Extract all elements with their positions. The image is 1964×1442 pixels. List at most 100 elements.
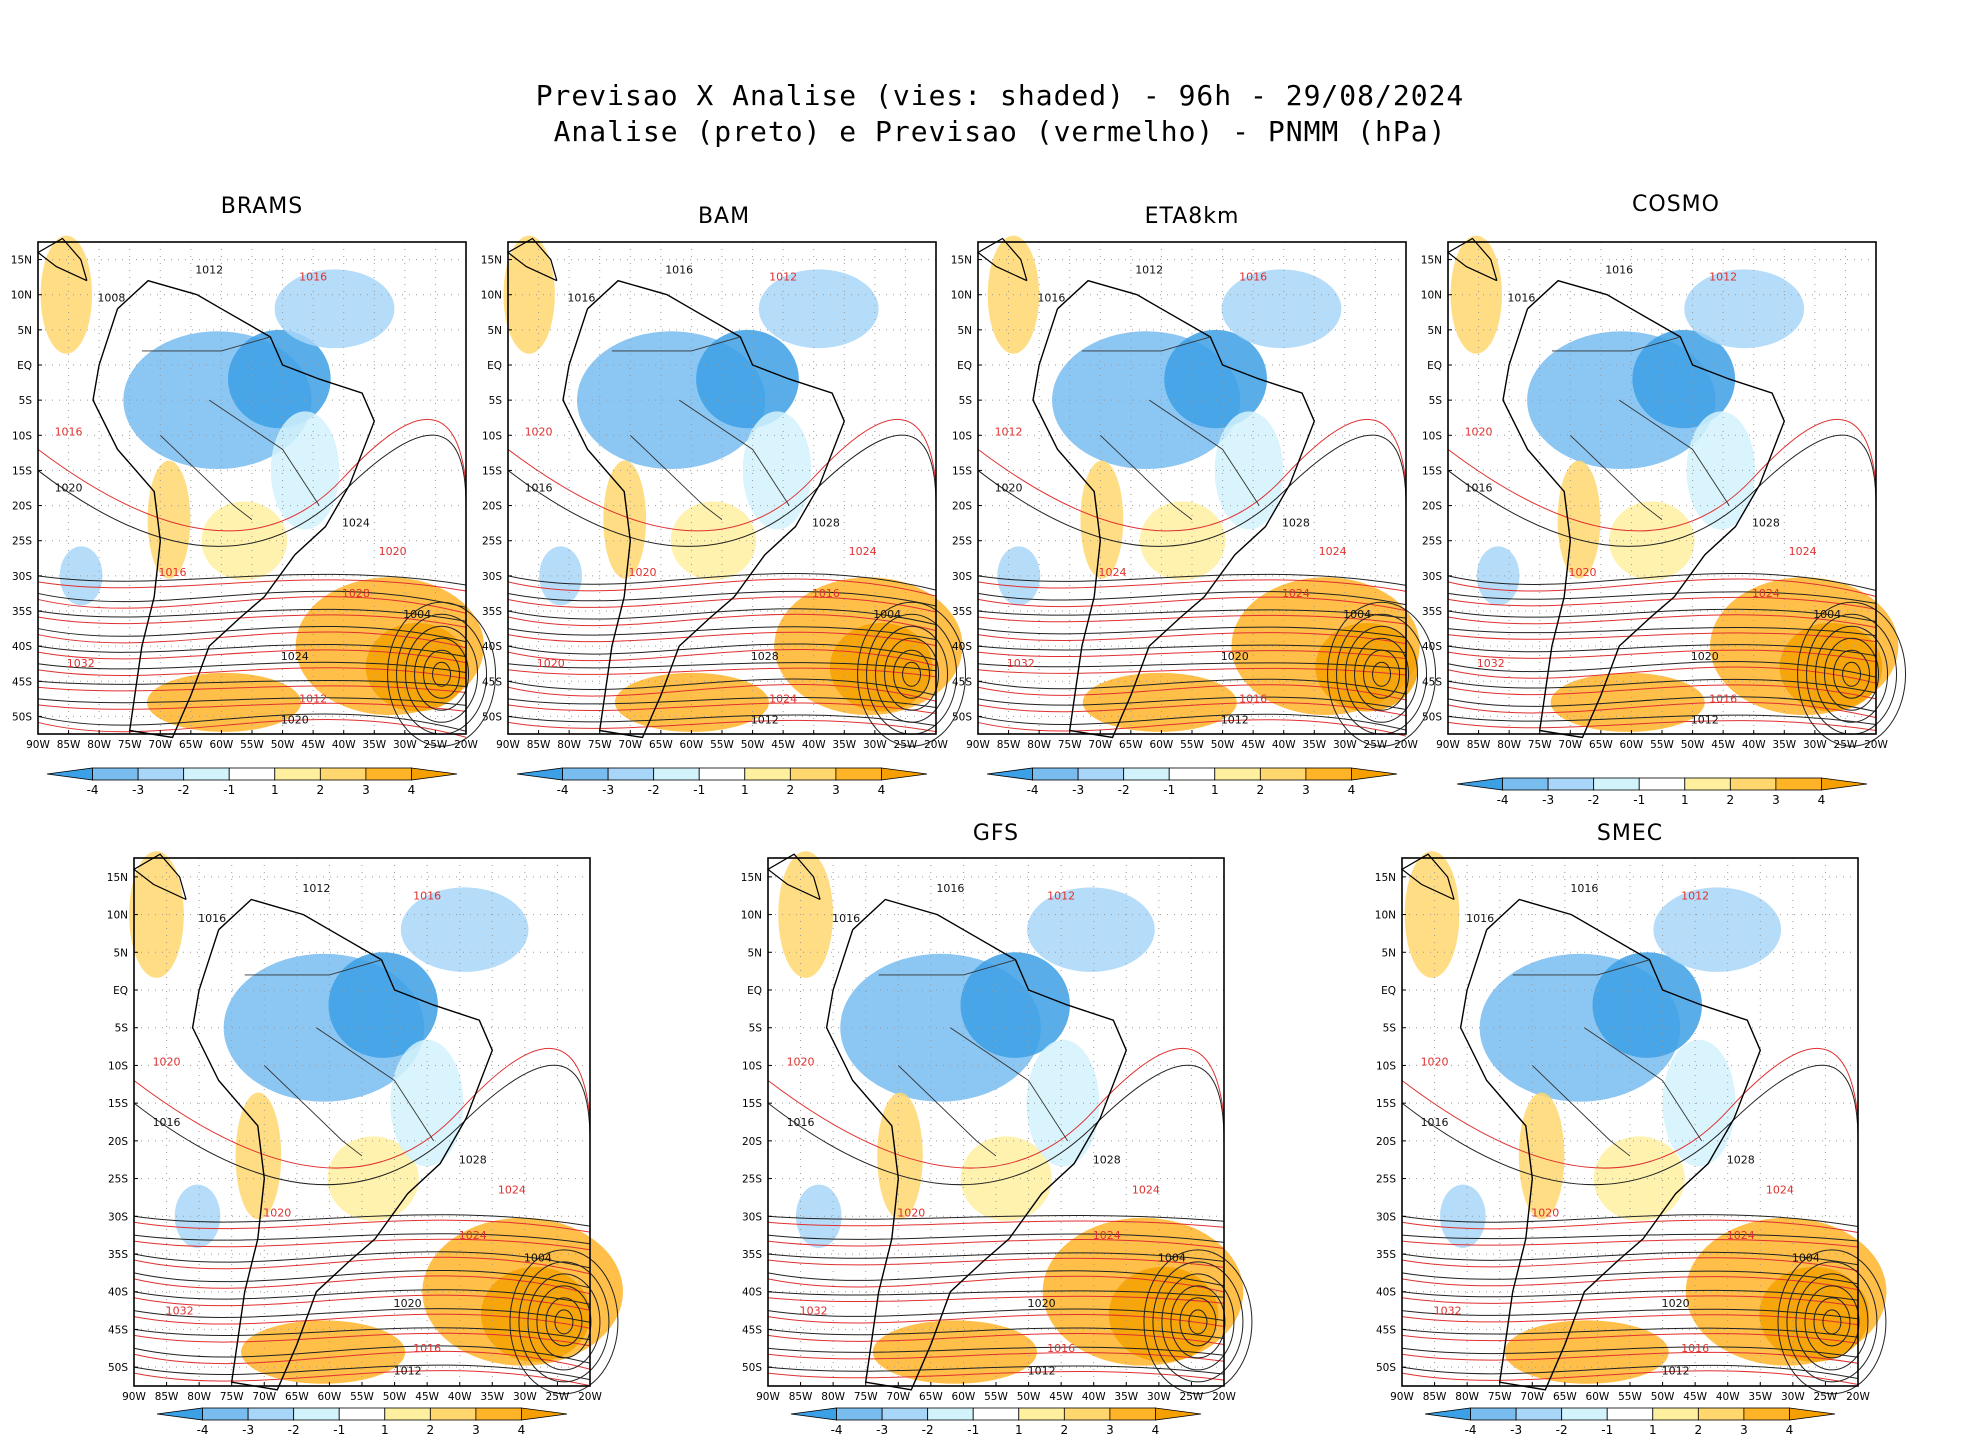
lon-tick-label: 85W <box>57 739 81 751</box>
bias-shading-area <box>997 546 1041 606</box>
coastline <box>1446 237 1498 282</box>
colorbar-swatch <box>607 767 655 781</box>
map-frame: 1016 1012 1016 1020 1016 1020 1028 1024 1004 1020… <box>481 235 967 751</box>
panel-title: BAM <box>697 204 751 229</box>
forecast-isobar <box>37 579 467 592</box>
lon-tick-label: 80W <box>1497 739 1521 751</box>
colorbar: -4 -3 -2 -1 1 2 3 4 <box>156 1407 568 1437</box>
isobar-label: 1028 <box>751 650 779 663</box>
colorbar-label: 1 <box>1681 793 1689 807</box>
analysis-isobar <box>37 679 467 687</box>
lat-tick-label: 15N <box>1421 255 1442 267</box>
lat-tick-label: EQ <box>487 360 502 372</box>
lat-tick-label: 25S <box>482 536 502 548</box>
bias-shading-area <box>795 1184 842 1248</box>
analysis-isobar <box>1345 625 1419 723</box>
analysis-isobar <box>507 662 937 672</box>
analysis-isobar <box>1372 661 1392 687</box>
lat-tick-label: 5S <box>115 1023 129 1035</box>
coastline <box>1459 898 1762 1391</box>
analysis-isobar <box>37 434 467 547</box>
lon-tick-label: 90W <box>756 1391 780 1403</box>
lat-tick-label: 30S <box>952 571 972 583</box>
analysis-isobar <box>875 625 949 723</box>
colorbar-swatch <box>836 1407 883 1421</box>
isobar-label: 1028 <box>1752 517 1780 530</box>
lat-tick-label: EQ <box>747 985 762 997</box>
lon-tick-label: 55W <box>1618 1391 1642 1403</box>
lon-tick-label: 90W <box>966 739 990 751</box>
map-frame: 1016 1012 1016 1020 1016 1020 1028 1024 1004 1032… <box>741 851 1253 1403</box>
analysis-isobar <box>518 1261 610 1383</box>
analysis-isobar <box>133 1064 591 1186</box>
colorbar-label: 2 <box>1695 1423 1703 1437</box>
lat-tick-label: 15S <box>1422 465 1442 477</box>
lat-tick-label: 30S <box>108 1211 128 1223</box>
isobar-label: 1016 <box>153 1116 181 1129</box>
lon-tick-label: 80W <box>1455 1391 1479 1403</box>
map-frame: 1016 1012 1016 1020 1016 1020 1028 1024 1004 1032… <box>1375 851 1887 1403</box>
forecast-isobar <box>767 1371 1225 1381</box>
colorbar-swatch <box>653 767 700 781</box>
colorbar-swatch <box>1470 1407 1517 1421</box>
lon-tick-label: 65W <box>919 1391 943 1403</box>
analysis-isobar <box>1170 1285 1226 1359</box>
lat-tick-label: 10S <box>1376 1060 1396 1072</box>
lat-tick-label: 15S <box>482 465 502 477</box>
lat-tick-label: 25S <box>1422 536 1442 548</box>
isobar-label: 1012 <box>1028 1365 1056 1378</box>
colorbar-label: 4 <box>1152 1423 1160 1437</box>
colorbar-swatch <box>1547 777 1595 791</box>
forecast-isobar <box>767 1220 1225 1228</box>
country-border <box>141 336 271 352</box>
analysis-isobar <box>545 1297 583 1347</box>
isobar-label: 1020 <box>995 482 1023 495</box>
lon-tick-label: 60W <box>680 739 704 751</box>
lon-tick-label: 20W <box>924 739 948 751</box>
isobar-label: 1020 <box>55 482 83 495</box>
forecast-isobar <box>37 418 467 532</box>
isobar-label: 1016 <box>1570 882 1598 895</box>
colorbar-label: -3 <box>132 783 144 797</box>
analysis-isobar <box>977 591 1407 606</box>
isobar-label: 1016 <box>1681 1342 1709 1355</box>
colorbar-swatch <box>1214 767 1261 781</box>
lat-tick-label: 50S <box>12 711 32 723</box>
map-frame: 1012 1016 1008 1016 1020 1016 1024 1020 1004 1032… <box>11 235 497 751</box>
isobar-label: 1020 <box>1569 566 1597 579</box>
bias-shading-area <box>1632 329 1736 429</box>
isobar-label: 1020 <box>629 566 657 579</box>
isobar-label: 1020 <box>537 657 565 670</box>
bias-shading-area <box>147 460 191 579</box>
analysis-isobar <box>767 1064 1225 1186</box>
analysis-isobar <box>1795 1273 1869 1371</box>
lat-tick-label: 40S <box>482 641 502 653</box>
analysis-isobar <box>767 1365 1225 1375</box>
colorbar-label: 2 <box>427 1423 435 1437</box>
colorbar-swatch <box>881 767 928 781</box>
isobar-label: 1012 <box>1709 271 1737 284</box>
lat-tick-label: EQ <box>1427 360 1442 372</box>
lon-tick-label: 65W <box>649 739 673 751</box>
lat-tick-label: 10S <box>742 1060 762 1072</box>
lat-tick-label: 15S <box>742 1098 762 1110</box>
forecast-isobar <box>133 1313 591 1329</box>
isobar-label: 1024 <box>1766 1184 1794 1197</box>
colorbar-swatch <box>1168 767 1216 781</box>
lat-tick-label: 50S <box>742 1362 762 1374</box>
colorbar-swatch <box>1515 1407 1563 1421</box>
analysis-isobar <box>1161 1273 1235 1371</box>
analysis-isobar <box>977 609 1407 619</box>
lat-tick-label: 20S <box>742 1136 762 1148</box>
isobar-label: 1016 <box>832 912 860 925</box>
colorbar-swatch <box>835 767 882 781</box>
forecast-isobar <box>1447 701 1877 719</box>
forecast-isobar <box>1447 632 1877 643</box>
lon-tick-label: 75W <box>588 739 612 751</box>
forecast-isobar <box>37 596 467 614</box>
colorbar-swatch <box>228 767 276 781</box>
lon-tick-label: 45W <box>771 739 795 751</box>
lat-tick-label: 5N <box>17 325 32 337</box>
lat-tick-label: EQ <box>113 985 128 997</box>
analysis-isobar <box>767 1252 1225 1262</box>
